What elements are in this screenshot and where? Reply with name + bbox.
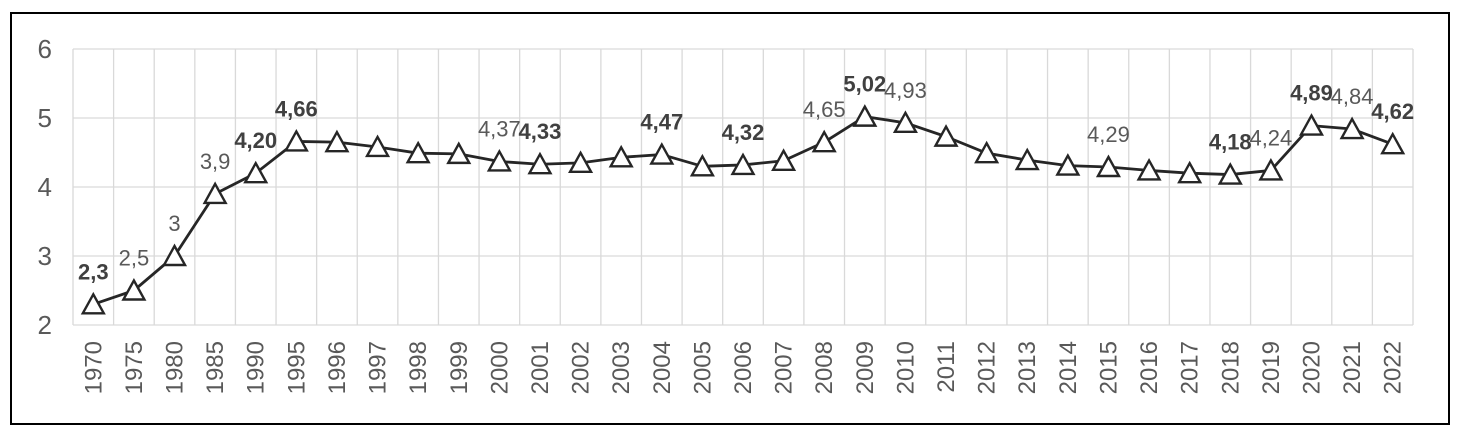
x-axis-tick-label: 1997 (365, 341, 392, 394)
x-axis-tick-label: 2021 (1339, 341, 1366, 394)
data-point-marker (1136, 157, 1162, 181)
x-axis-tick-label: 1990 (243, 341, 270, 394)
x-axis-tick-label: 2002 (568, 341, 595, 394)
x-axis-tick-label: 2015 (1095, 341, 1122, 394)
data-point-marker (811, 129, 837, 153)
x-axis-tick-label: 2000 (486, 341, 513, 394)
data-point-marker (324, 129, 350, 153)
data-point-marker (202, 181, 228, 205)
x-axis-tick-label: 1996 (324, 341, 351, 394)
data-point-marker (1380, 131, 1406, 155)
data-label: 3 (168, 211, 180, 236)
x-axis-tick-label: 2013 (1014, 341, 1041, 394)
x-axis-tick-label: 2011 (933, 341, 960, 393)
data-label: 2,5 (119, 246, 150, 271)
data-label: 4,33 (519, 119, 562, 144)
x-axis-tick-label: 1998 (405, 341, 432, 394)
x-axis-tick-label: 2008 (811, 341, 838, 394)
data-point-marker (1095, 154, 1121, 178)
chart-border (10, 12, 1450, 425)
data-point-marker (689, 153, 715, 177)
data-label: 3,9 (200, 149, 231, 174)
data-point-marker (1217, 162, 1243, 185)
data-point-marker (1177, 160, 1203, 184)
x-axis-tick-label: 1970 (80, 341, 107, 394)
x-axis-tick-label: 2010 (892, 341, 919, 394)
y-axis-tick-label: 3 (38, 241, 52, 271)
data-point-marker (1014, 147, 1040, 171)
data-point-marker (568, 150, 594, 174)
data-point-marker (365, 134, 391, 158)
data-point-marker (608, 144, 634, 168)
data-point-marker (161, 243, 188, 267)
x-axis-tick-label: 1999 (446, 341, 473, 394)
x-axis-tick-label: 2017 (1177, 341, 1204, 394)
data-point-marker (1055, 153, 1081, 176)
data-label: 4,18 (1209, 130, 1252, 155)
x-axis-tick-label: 1985 (202, 341, 229, 394)
data-point-marker (121, 278, 147, 301)
data-point-marker (405, 140, 431, 164)
data-label: 4,29 (1087, 122, 1130, 147)
x-axis-tick-label: 2009 (852, 341, 879, 394)
y-axis-tick-label: 4 (38, 172, 52, 202)
data-point-marker (527, 151, 553, 175)
data-label: 4,65 (803, 97, 846, 122)
y-axis-tick-label: 5 (38, 103, 52, 133)
data-label: 4,47 (640, 110, 683, 135)
data-point-marker (892, 110, 918, 134)
data-point-marker (243, 160, 269, 184)
data-label: 4,66 (275, 96, 318, 121)
data-point-marker (974, 140, 1000, 164)
data-label: 2,3 (78, 259, 109, 284)
x-axis-tick-label: 1995 (283, 341, 310, 394)
x-axis-tick-label: 2012 (974, 341, 1001, 394)
data-label: 4,24 (1249, 125, 1292, 150)
data-point-marker (1298, 113, 1325, 136)
data-label: 4,20 (234, 128, 277, 153)
x-axis-tick-label: 1975 (121, 341, 148, 394)
data-point-marker (486, 148, 512, 172)
data-point-marker (446, 141, 472, 165)
y-axis-tick-label: 2 (38, 310, 52, 340)
x-axis-tick-label: 2014 (1055, 341, 1082, 394)
data-point-marker (80, 291, 106, 315)
x-axis-tick-label: 2001 (527, 341, 554, 394)
x-axis-tick-label: 2003 (608, 341, 635, 394)
data-point-marker (649, 142, 675, 165)
x-axis-tick-label: 2016 (1136, 341, 1163, 394)
x-axis-tick-label: 2004 (649, 341, 676, 394)
data-point-marker (933, 124, 959, 147)
x-axis-tick-label: 2020 (1298, 341, 1325, 394)
x-axis-tick-label: 2018 (1217, 341, 1244, 394)
data-label: 4,32 (722, 120, 765, 145)
data-label: 4,89 (1290, 81, 1333, 106)
data-point-marker (730, 152, 756, 176)
data-point-marker (1339, 116, 1365, 140)
x-axis-tick-label: 2005 (689, 341, 716, 394)
data-label: 5,02 (843, 72, 886, 97)
x-axis-tick-label: 2007 (771, 341, 798, 394)
x-axis-tick-label: 2019 (1258, 341, 1285, 394)
data-point-marker (852, 104, 878, 127)
x-axis-tick-label: 2022 (1380, 341, 1407, 394)
data-label: 4,84 (1331, 84, 1374, 109)
data-point-marker (771, 148, 797, 171)
x-axis-tick-label: 2006 (730, 341, 757, 394)
y-axis-tick-label: 6 (38, 34, 52, 64)
data-label: 4,93 (884, 78, 927, 103)
x-axis-tick-label: 1980 (162, 341, 189, 394)
data-label: 4,37 (478, 116, 521, 141)
data-point-marker (1258, 157, 1284, 181)
data-label: 4,62 (1371, 99, 1414, 124)
data-point-marker (283, 128, 309, 152)
